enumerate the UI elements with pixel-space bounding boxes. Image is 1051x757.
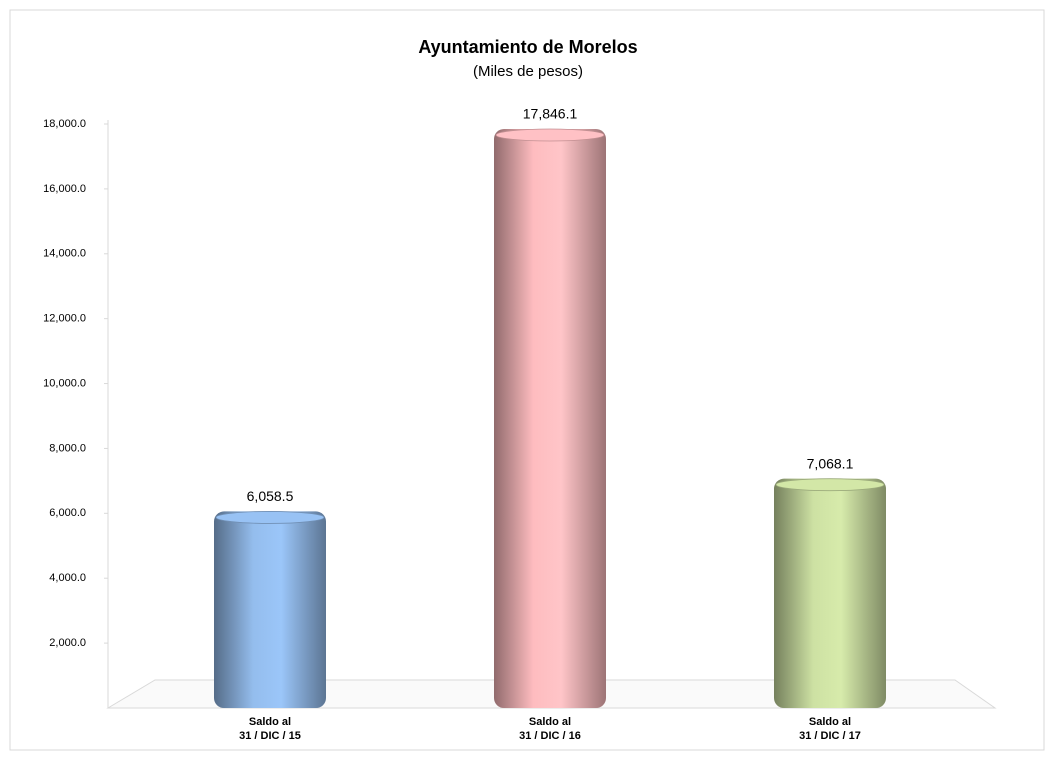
value-label: 6,058.5 <box>247 488 294 504</box>
value-label: 17,846.1 <box>523 106 578 122</box>
bar-cap <box>215 511 325 524</box>
y-tick-label: 4,000.0 <box>49 572 86 584</box>
value-label: 7,068.1 <box>807 455 854 471</box>
chart-title: Ayuntamiento de Morelos <box>418 37 637 57</box>
x-tick-label: 31 / DIC / 17 <box>799 730 861 742</box>
bar-cap <box>775 478 885 492</box>
x-tick-label: 31 / DIC / 15 <box>239 730 301 742</box>
y-tick-label: 6,000.0 <box>49 507 86 519</box>
y-tick-label: 16,000.0 <box>43 183 86 195</box>
x-tick-label: Saldo al <box>529 716 571 728</box>
x-tick-label: Saldo al <box>249 716 291 728</box>
y-tick-label: 2,000.0 <box>49 637 86 649</box>
y-tick-label: 12,000.0 <box>43 313 86 325</box>
bar <box>494 128 606 709</box>
y-tick-label: 8,000.0 <box>49 442 86 454</box>
x-tick-label: Saldo al <box>809 716 851 728</box>
x-tick-label: 31 / DIC / 16 <box>519 730 581 742</box>
bar <box>774 478 886 708</box>
chart-subtitle: (Miles de pesos) <box>473 63 583 80</box>
y-tick-label: 14,000.0 <box>43 248 86 260</box>
y-tick-label: 18,000.0 <box>43 118 86 130</box>
bar-cap <box>495 128 605 142</box>
y-tick-label: 10,000.0 <box>43 377 86 389</box>
bar <box>214 511 326 708</box>
